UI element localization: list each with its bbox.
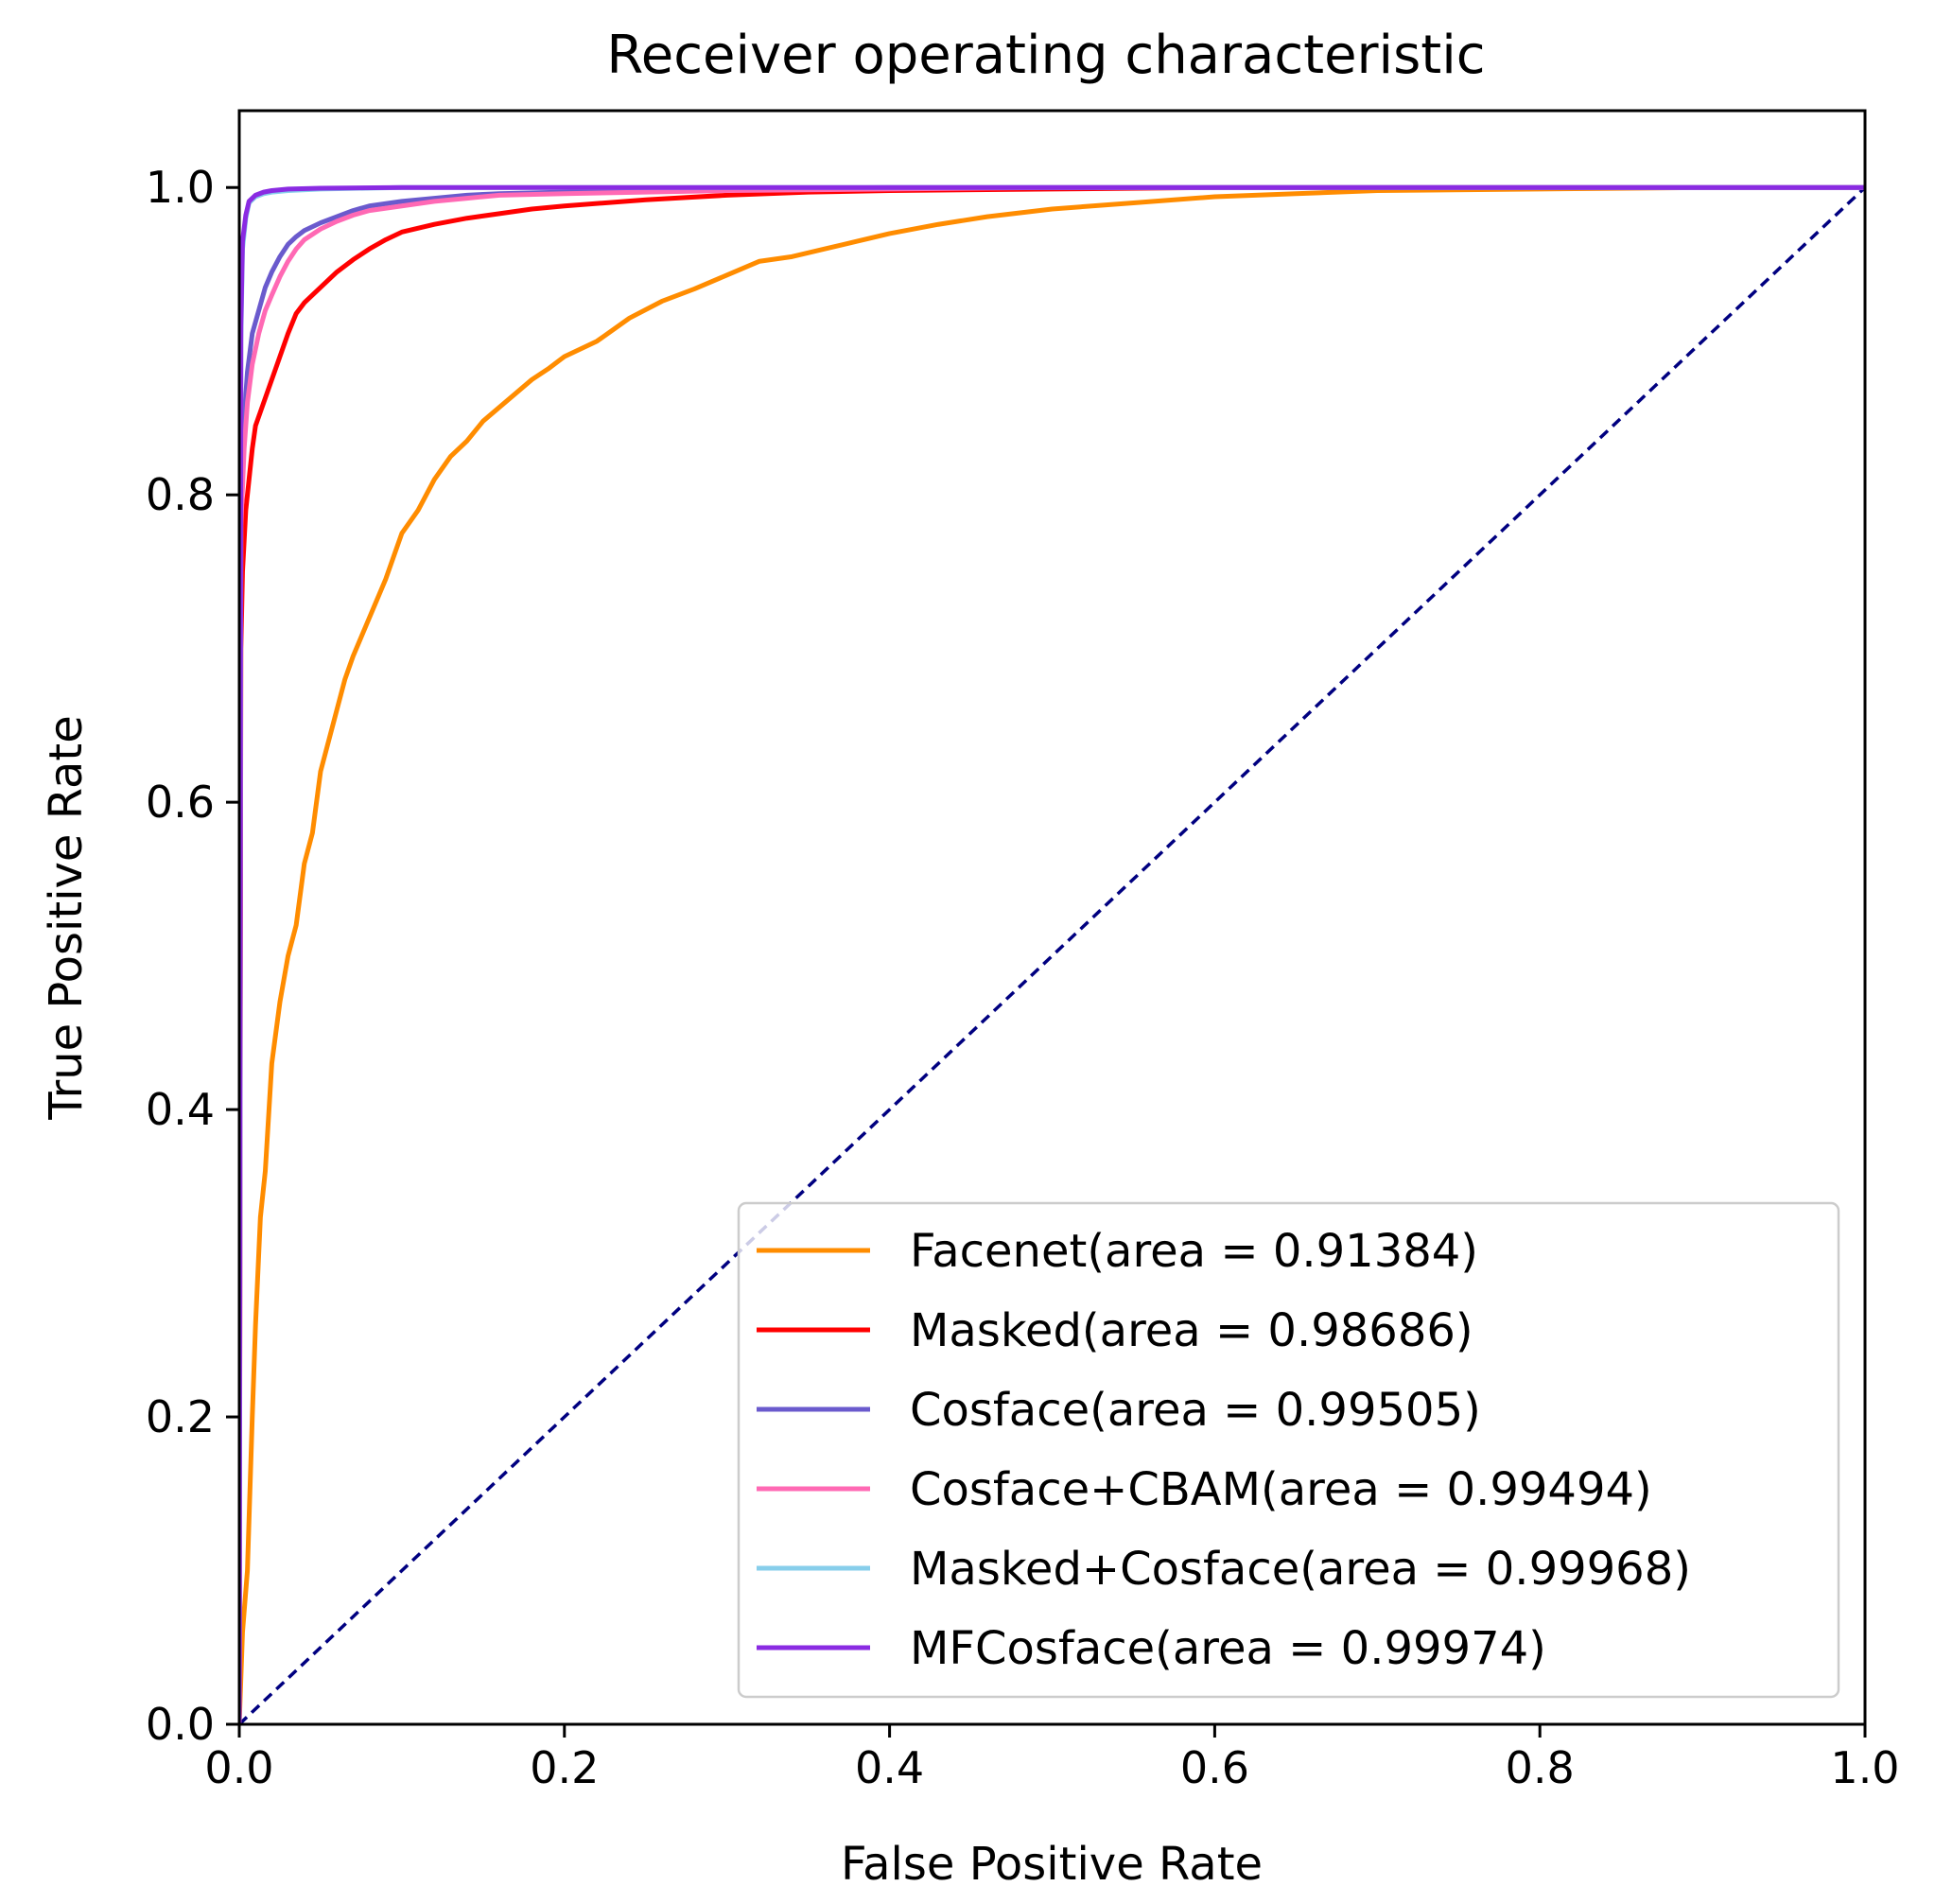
- y-axis-label: True Positive Rate: [40, 715, 93, 1121]
- series-line-4: [239, 184, 1865, 1724]
- y-tick-label: 0.2: [146, 1391, 215, 1442]
- x-axis-ticks: 0.0 0.2 0.4 0.6 0.8 1.0: [204, 1724, 1900, 1793]
- x-tick-label: 0.8: [1506, 1742, 1575, 1793]
- x-tick-label: 0.4: [855, 1742, 924, 1793]
- x-tick-label: 0.0: [204, 1742, 273, 1793]
- diagonal-reference-line: [239, 185, 1865, 1724]
- series-line-2: [239, 184, 1865, 1724]
- plot-area: [239, 184, 1865, 1724]
- series-line-1: [239, 184, 1865, 1724]
- chart-title: Receiver operating characteristic: [606, 25, 1485, 86]
- legend-label-6: MFCosface(area = 0.99974): [910, 1622, 1546, 1675]
- y-axis-ticks: 0.0 0.2 0.4 0.6 0.8 1.0: [146, 162, 239, 1750]
- legend-label-2: Masked(area = 0.98686): [910, 1304, 1473, 1357]
- y-tick-label: 1.0: [146, 162, 215, 213]
- y-tick-label: 0.8: [146, 469, 215, 520]
- legend-box: [737, 1201, 1840, 1699]
- legend-label-4: Cosface+CBAM(area = 0.99494): [910, 1463, 1652, 1516]
- x-axis-label: False Positive Rate: [841, 1838, 1263, 1891]
- axes-frame: [237, 109, 1867, 1726]
- y-tick-label: 0.6: [146, 777, 215, 828]
- x-tick-label: 0.6: [1180, 1742, 1249, 1793]
- legend-label-1: Facenet(area = 0.91384): [910, 1225, 1478, 1278]
- x-tick-label: 0.2: [530, 1742, 599, 1793]
- y-tick-label: 0.0: [146, 1699, 215, 1750]
- legend-label-3: Cosface(area = 0.99505): [910, 1384, 1481, 1437]
- x-tick-label: 1.0: [1830, 1742, 1899, 1793]
- legend: Facenet(area = 0.91384) Masked(area = 0.9…: [737, 1201, 1840, 1699]
- y-tick-label: 0.4: [146, 1084, 215, 1135]
- legend-label-5: Masked+Cosface(area = 0.99968): [910, 1543, 1691, 1596]
- series-line-6: [239, 184, 1865, 1724]
